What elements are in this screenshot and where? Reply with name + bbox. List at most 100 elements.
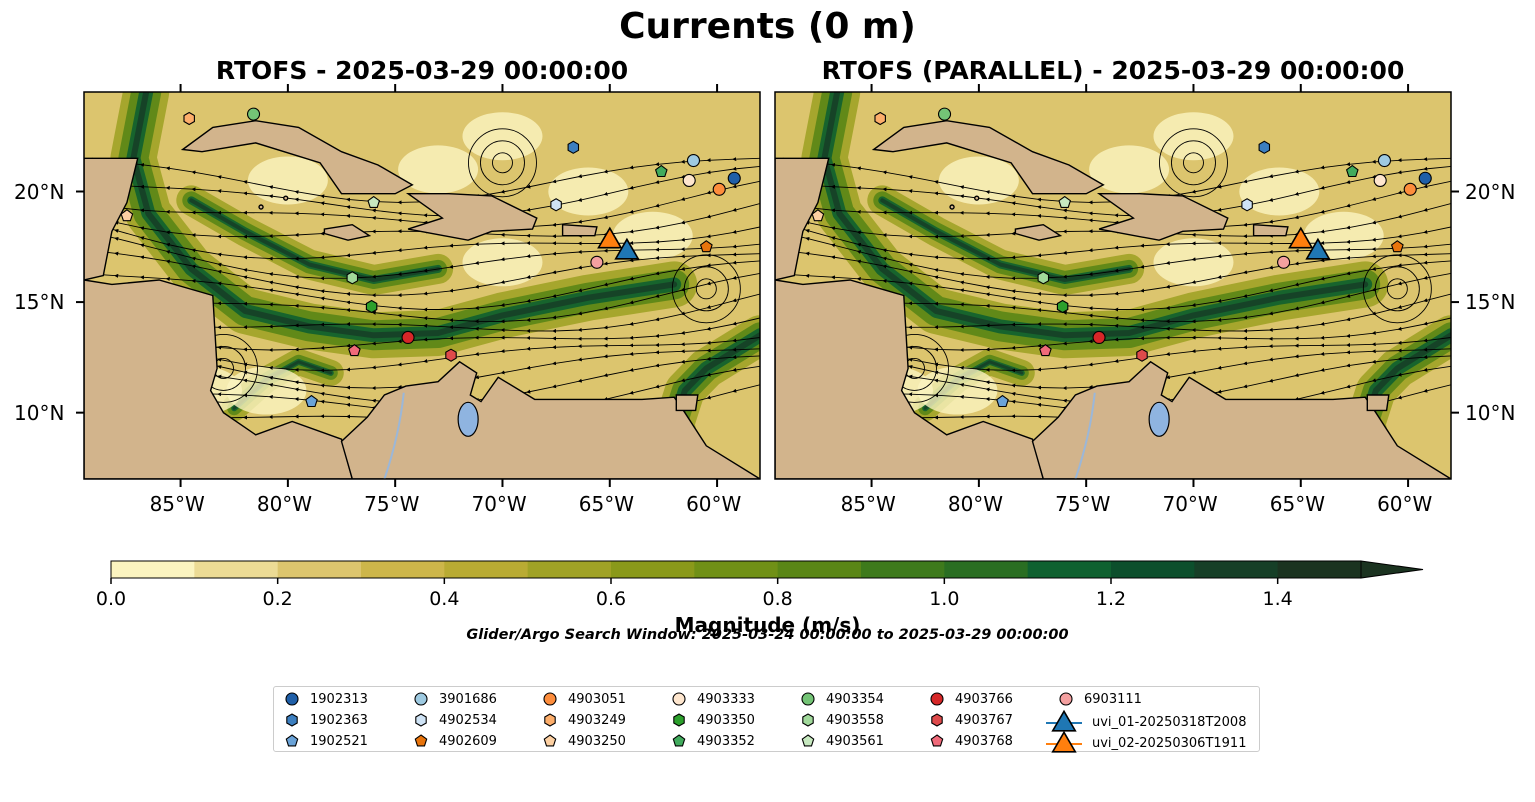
legend-item: uvi_02-20250306T1911 (1046, 728, 1246, 758)
land-puertorico (561, 223, 598, 237)
colorbar-bin (1194, 561, 1279, 578)
colorbar-tick-label: 0.2 (262, 588, 293, 610)
colorbar-tick-label: 0.8 (762, 588, 793, 610)
colorbar-label: Magnitude (m/s) (674, 613, 861, 637)
platform-4903350 (365, 299, 378, 314)
legend-item: 4903249 (542, 712, 626, 728)
platform-3901686 (686, 154, 701, 168)
platform-4903051 (1403, 182, 1417, 196)
platform-1902363 (567, 140, 580, 154)
map-panel-rtofs-parallel (774, 91, 1452, 480)
platform-1902363 (1258, 140, 1271, 154)
platform-4903768 (1039, 344, 1052, 357)
platform-legend: 1902313 1902363 1902521 3901686 4902534 49026… (273, 686, 1260, 753)
legend-item: 4903561 (800, 733, 884, 749)
legend-symbol (931, 713, 943, 727)
legend-label: 4903350 (697, 712, 755, 728)
legend-symbol (672, 692, 686, 706)
land-jamaica (323, 223, 372, 241)
map-panel-rtofs (83, 91, 761, 480)
x-tick-label: 75°W (364, 492, 420, 516)
land-hispaniola (405, 193, 538, 241)
legend-label: 1902313 (310, 691, 368, 707)
legend-symbol (1051, 730, 1077, 753)
legend-symbol (285, 734, 299, 747)
search-window-note: Glider/Argo Search Window: 2025-03-24 00… (466, 627, 1069, 643)
legend-label: 4902534 (439, 712, 497, 728)
platform-4903561 (367, 195, 381, 208)
legend-label: 4903768 (955, 733, 1013, 749)
colorbar-tick-label: 1.2 (1095, 588, 1127, 610)
legend-marker-circle (801, 692, 815, 706)
y-tick-label: 20°N (14, 179, 65, 204)
y-tick-label: 10°N (1465, 400, 1516, 425)
colorbar-bin (694, 561, 779, 578)
colorbar-bin (111, 561, 195, 578)
legend-symbol (802, 713, 814, 727)
legend-label: 3901686 (439, 691, 497, 707)
platform-4903766 (1092, 330, 1106, 345)
platform-4903768 (348, 344, 361, 357)
legend-marker-hexagon (931, 713, 943, 727)
land-yucatan (775, 157, 830, 281)
legend-label: uvi_01-20250318T2008 (1092, 714, 1247, 730)
platform-markers (811, 107, 1432, 408)
legend-item: 3901686 (413, 691, 497, 707)
legend-symbol (930, 734, 944, 747)
platform-4903766 (401, 330, 415, 345)
panel-title-rtofs-parallel: RTOFS (PARALLEL) - 2025-03-29 00:00:00 (821, 56, 1405, 85)
legend-label: 4903766 (955, 691, 1013, 707)
legend-item: 4903767 (929, 712, 1013, 728)
x-tick-label: 85°W (149, 492, 205, 516)
legend-label: 1902363 (310, 712, 368, 728)
colorbar-tick-label: 1.4 (1262, 588, 1293, 610)
x-tick-label: 85°W (840, 492, 896, 516)
legend-marker-hexagon (286, 713, 298, 727)
legend-item: 4903333 (671, 691, 755, 707)
colorbar-bin (861, 561, 945, 578)
land-jamaica (1014, 223, 1063, 241)
legend-item: 1902521 (284, 733, 368, 749)
x-tick-label: 75°W (1055, 492, 1111, 516)
platform-uvi_01-20250318T2008 (1305, 237, 1331, 260)
legend-marker-pentagon (930, 734, 944, 747)
colorbar-bin (1277, 561, 1362, 578)
colorbar-extend-arrow (1360, 560, 1424, 579)
platform-4903333 (682, 173, 696, 188)
legend-symbol (414, 692, 428, 706)
platform-6903111 (1277, 255, 1291, 269)
legend-symbol (415, 713, 427, 727)
legend-item: uvi_01-20250318T2008 (1046, 707, 1246, 737)
land-cuba (180, 119, 414, 195)
legend-marker-triangle (1046, 730, 1082, 753)
land-puertorico (1252, 223, 1289, 237)
colorbar-tick-label: 0.6 (595, 588, 627, 610)
legend-item: 4903558 (800, 712, 884, 728)
platform-uvi_01-20250318T2008 (614, 237, 640, 260)
legend-marker-pentagon (672, 734, 686, 747)
legend-label: 4903352 (697, 733, 755, 749)
x-tick-label: 65°W (578, 492, 634, 516)
legend-marker-pentagon (414, 734, 428, 747)
platform-4902609 (1390, 240, 1404, 253)
legend-marker-hexagon (802, 713, 814, 727)
legend-marker-circle (1059, 692, 1073, 706)
colorbar-bin (527, 561, 612, 578)
land-trinidad (675, 394, 699, 412)
legend-symbol (930, 692, 944, 706)
legend-symbol (544, 713, 556, 727)
colorbar-bin (777, 561, 862, 578)
colorbar-bin (277, 561, 362, 578)
platform-4903767 (1136, 348, 1148, 362)
platform-1902313 (1418, 171, 1432, 185)
legend-item: 4902609 (413, 733, 497, 749)
colorbar (110, 560, 1424, 584)
legend-symbol (543, 692, 557, 706)
legend-item: 4903250 (542, 733, 626, 749)
platform-4903354 (937, 107, 952, 121)
y-tick-label: 15°N (1465, 290, 1516, 315)
legend-label: 1902521 (310, 733, 368, 749)
platform-4903558 (346, 271, 359, 285)
land-central (84, 279, 354, 479)
legend-label: 4902609 (439, 733, 497, 749)
